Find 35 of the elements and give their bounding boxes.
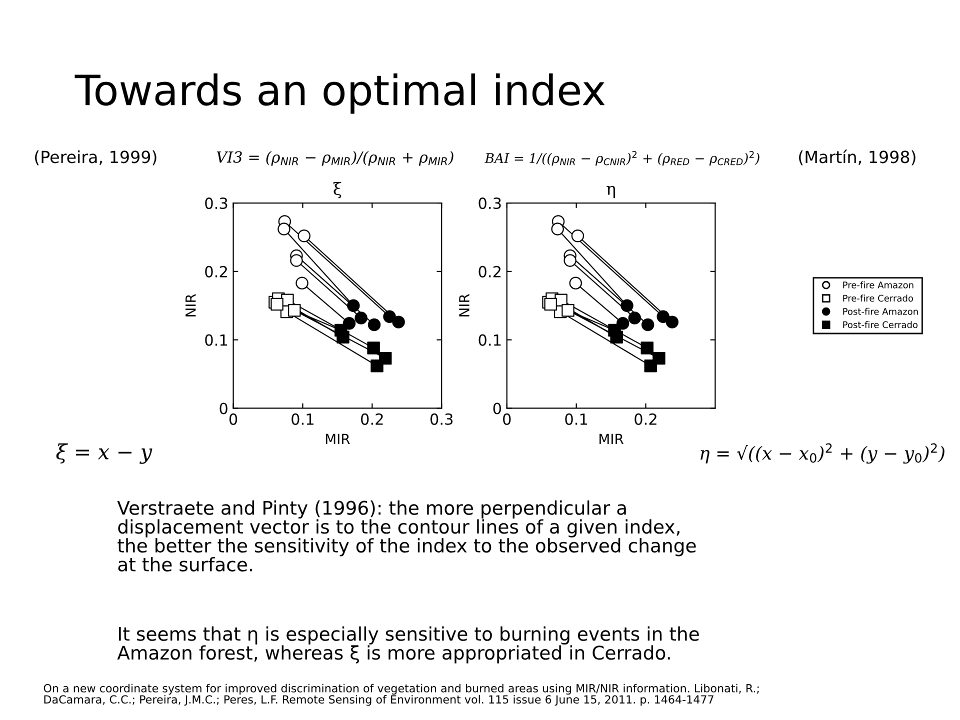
y-tick-label: 0.2: [478, 266, 500, 278]
y-tick-label: 0: [493, 402, 502, 414]
text: VI3 = (ρ$_{NIR}$ − ρ$_{MIR}$)/(ρ$_{NIR}$ + ρ$_{MIR}$): [216, 150, 454, 166]
chart-title: η: [606, 186, 615, 198]
text: (Pereira, 1999): [35, 150, 156, 166]
text: BAI = 1/((ρ$_{NIR}$ − ρ$_{CNIR}$)$^{2}$ + (ρ$_{RED}$ − ρ$_{CRED}$)$^{2}$): [484, 151, 760, 166]
text: (Martín, 1998): [799, 150, 916, 166]
legend-label: Post-fire Cerrado: [843, 321, 918, 328]
y-tick-label: 0.1: [478, 334, 501, 346]
y-tick-label: 0.3: [205, 198, 228, 210]
x-tick-label: 0.2: [361, 413, 383, 425]
y-axis-title: NIR: [186, 294, 196, 316]
x-axis-title: MIR: [326, 434, 350, 444]
legend-label: Pre-fire Cerrado: [843, 294, 913, 302]
x-tick-label: 0.2: [634, 413, 656, 425]
x-tick-label: 0: [229, 413, 238, 425]
text: η = √((x − x$_{0}$)$^{2}$ + (y − y$_{0}$)$^{2}$): [700, 443, 944, 464]
text: Verstraete and Pinty (1996): the more perpendicular a displacement vector is to the contour lines of a given index, the better the sensitivity of the index to the observed change at the surface.: [117, 500, 696, 572]
x-tick-label: 0.1: [565, 413, 588, 425]
chart-title: ξ: [334, 182, 342, 198]
x-tick-label: 0.1: [292, 413, 314, 425]
y-tick-label: 0.3: [478, 198, 501, 210]
legend-label: Pre-fire Amazon: [843, 281, 914, 288]
y-tick-label: 0: [220, 402, 228, 414]
x-axis-title: MIR: [600, 434, 624, 444]
x-tick-label: 0.3: [430, 413, 453, 425]
legend-label: Post-fire Amazon: [843, 308, 918, 315]
text: On a new coordinate system for improved discrimination of vegetation and burned areas using MIR/NIR information. Libonati, R.; DaCamara, C.C.; Pereira, J.M.C.; Peres, L.F. Remote Sensing of Environment vol. 115 issue 6 June 15, 2011. p. 1464-1477: [44, 684, 759, 706]
y-axis-title: NIR: [459, 294, 470, 316]
y-tick-label: 0.2: [205, 266, 227, 278]
x-tick-label: 0: [503, 413, 511, 425]
y-tick-label: 0.1: [205, 334, 228, 346]
text: ξ = x − y: [56, 443, 152, 464]
text: It seems that η is especially sensitive to burning events in the Amazon forest, whereas ξ is more appropriated in Cerrado.: [117, 626, 699, 664]
text: Towards an optimal index: [74, 73, 605, 114]
